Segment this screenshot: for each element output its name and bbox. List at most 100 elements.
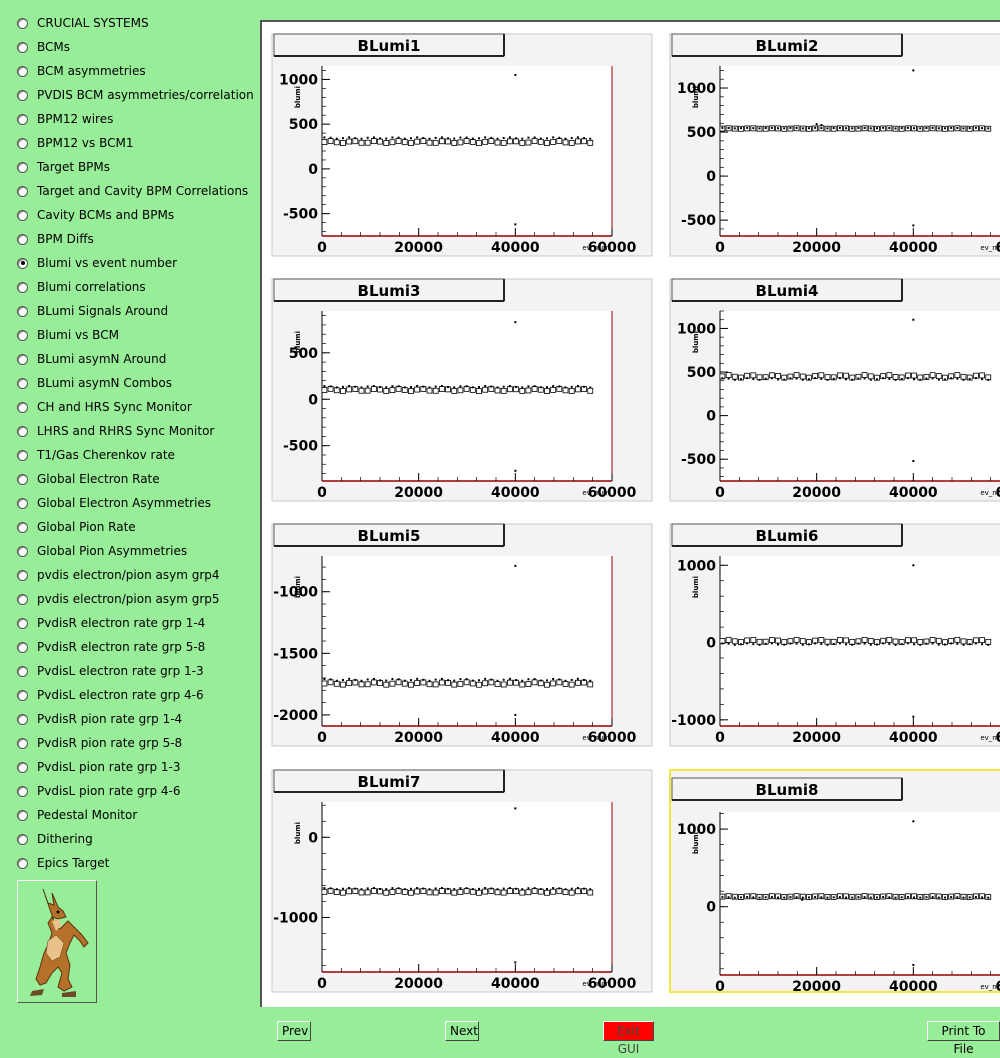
radio-button[interactable] — [17, 857, 28, 869]
menu-item[interactable]: Cavity BCMs and BPMs — [17, 205, 174, 225]
plot-pad-blumi4[interactable]: BLumi4 blumi ev_num 1000 500 0 -500 0 20000 40000… — [669, 278, 1000, 502]
radio-button[interactable] — [17, 17, 28, 29]
plot-pad-blumi8[interactable]: BLumi8 blumi ev_num 1000 0 0 20000 40000 600 — [669, 769, 1000, 995]
radio-button[interactable] — [17, 545, 28, 557]
radio-button[interactable] — [17, 305, 28, 317]
menu-item[interactable]: BLumi Signals Around — [17, 301, 168, 321]
menu-item[interactable]: BPM12 vs BCM1 — [17, 133, 133, 153]
radio-button[interactable] — [17, 329, 28, 341]
menu-item[interactable]: BPM12 wires — [17, 109, 113, 129]
menu-item[interactable]: Blumi vs BCM — [17, 325, 119, 345]
radio-button[interactable] — [17, 425, 28, 437]
data-point — [882, 642, 885, 645]
radio-button-selected[interactable] — [17, 257, 28, 269]
data-point — [476, 140, 482, 147]
menu-item[interactable]: PvdisL electron rate grp 1-3 — [17, 661, 204, 681]
data-point — [818, 637, 825, 643]
menu-item[interactable]: PVDIS BCM asymmetries/correlation — [17, 85, 254, 105]
menu-item[interactable]: Epics Target — [17, 853, 109, 873]
menu-item[interactable]: PvdisL pion rate grp 1-3 — [17, 757, 181, 777]
data-point — [739, 896, 742, 899]
plot-pad-blumi3[interactable]: BLumi3 blumi ev_num 500 0 -500 0 20000 40000 6000… — [271, 278, 653, 502]
radio-button[interactable] — [17, 809, 28, 821]
radio-button[interactable] — [17, 113, 28, 125]
data-point — [960, 373, 967, 380]
menu-item[interactable]: CH and HRS Sync Monitor — [17, 397, 192, 417]
data-point — [506, 138, 513, 145]
menu-item[interactable]: BCM asymmetries — [17, 61, 146, 81]
radio-button[interactable] — [17, 209, 28, 221]
radio-button[interactable] — [17, 713, 28, 725]
menu-item[interactable]: BPM Diffs — [17, 229, 94, 249]
radio-button[interactable] — [17, 521, 28, 533]
menu-item[interactable]: Global Electron Rate — [17, 469, 160, 489]
plot-pad-blumi7[interactable]: BLumi7 blumi ev_num 0 -1000 0 20000 40000 60000 — [271, 769, 653, 993]
radio-button[interactable] — [17, 401, 28, 413]
radio-button[interactable] — [17, 377, 28, 389]
radio-button[interactable] — [17, 689, 28, 701]
menu-item[interactable]: Global Pion Asymmetries — [17, 541, 187, 561]
plot-pad-blumi5[interactable]: BLumi5 blumi ev_num -1000 -1500 -2000 0 20000 40… — [271, 523, 653, 747]
menu-item[interactable]: Global Electron Asymmetries — [17, 493, 211, 513]
menu-item[interactable]: PvdisR pion rate grp 1-4 — [17, 709, 182, 729]
menu-item[interactable]: LHRS and RHRS Sync Monitor — [17, 421, 214, 441]
exit-gui-button[interactable]: Exit GUI — [603, 1021, 654, 1056]
prev-button[interactable]: Prev — [277, 1021, 311, 1041]
menu-item[interactable]: BCMs — [17, 37, 70, 57]
menu-item[interactable]: PvdisL pion rate grp 4-6 — [17, 781, 181, 801]
radio-button[interactable] — [17, 161, 28, 173]
menu-item[interactable]: CRUCIAL SYSTEMS — [17, 13, 149, 33]
radio-button[interactable] — [17, 449, 28, 461]
plot-pad-blumi2[interactable]: BLumi2 blumi ev_num 1000 500 0 -500 0 20000 40000… — [669, 33, 1000, 257]
radio-button[interactable] — [17, 185, 28, 197]
menu-item[interactable]: BLumi asymN Combos — [17, 373, 172, 393]
menu-item[interactable]: PvdisL electron rate grp 4-6 — [17, 685, 204, 705]
menu-item[interactable]: Dithering — [17, 829, 93, 849]
menu-item[interactable]: Pedestal Monitor — [17, 805, 137, 825]
data-point — [364, 889, 371, 896]
radio-button[interactable] — [17, 353, 28, 365]
menu-item[interactable]: PvdisR electron rate grp 5-8 — [17, 637, 205, 657]
radio-button[interactable] — [17, 65, 28, 77]
plot-frame — [720, 812, 1000, 975]
radio-button[interactable] — [17, 473, 28, 485]
data-point — [919, 127, 922, 130]
menu-item[interactable]: pvdis electron/pion asym grp4 — [17, 565, 220, 585]
radio-button[interactable] — [17, 137, 28, 149]
plot-pad-blumi6[interactable]: BLumi6blumiev_num10000-10000200004000060… — [669, 523, 1000, 747]
radio-button[interactable] — [17, 281, 28, 293]
radio-button[interactable] — [17, 497, 28, 509]
data-point — [775, 372, 781, 379]
radio-button[interactable] — [17, 761, 28, 773]
menu-item[interactable]: Global Pion Rate — [17, 517, 136, 537]
radio-button[interactable] — [17, 785, 28, 797]
menu-item[interactable]: BLumi asymN Around — [17, 349, 166, 369]
radio-button[interactable] — [17, 617, 28, 629]
menu-item[interactable]: Blumi vs event number — [17, 253, 177, 273]
menu-item[interactable]: Target BPMs — [17, 157, 110, 177]
menu-item[interactable]: T1/Gas Cherenkov rate — [17, 445, 175, 465]
menu-item[interactable]: Target and Cavity BPM Correlations — [17, 181, 248, 201]
radio-button[interactable] — [17, 665, 28, 677]
data-point — [768, 637, 775, 643]
radio-button[interactable] — [17, 641, 28, 653]
data-point — [583, 678, 586, 681]
menu-item[interactable]: Blumi correlations — [17, 277, 146, 297]
menu-item[interactable]: pvdis electron/pion asym grp5 — [17, 589, 220, 609]
radio-button[interactable] — [17, 833, 28, 845]
radio-button[interactable] — [17, 737, 28, 749]
next-button[interactable]: Next — [445, 1021, 479, 1041]
menu-item[interactable]: PvdisR electron rate grp 1-4 — [17, 613, 205, 633]
radio-button[interactable] — [17, 41, 28, 53]
menu-item[interactable]: PvdisR pion rate grp 5-8 — [17, 733, 182, 753]
radio-button[interactable] — [17, 593, 28, 605]
radio-button[interactable] — [17, 233, 28, 245]
radio-button[interactable] — [17, 569, 28, 581]
data-point — [496, 679, 499, 682]
print-to-file-button[interactable]: Print To File — [927, 1021, 1000, 1056]
radio-button[interactable] — [17, 89, 28, 101]
data-point — [370, 138, 377, 145]
plot-pad-blumi1[interactable]: BLumi1 blumi ev_num 1000 500 0 -500 0 20000 40000… — [271, 33, 653, 257]
x-tick-label: 600 — [995, 240, 1000, 256]
data-point — [477, 679, 480, 682]
